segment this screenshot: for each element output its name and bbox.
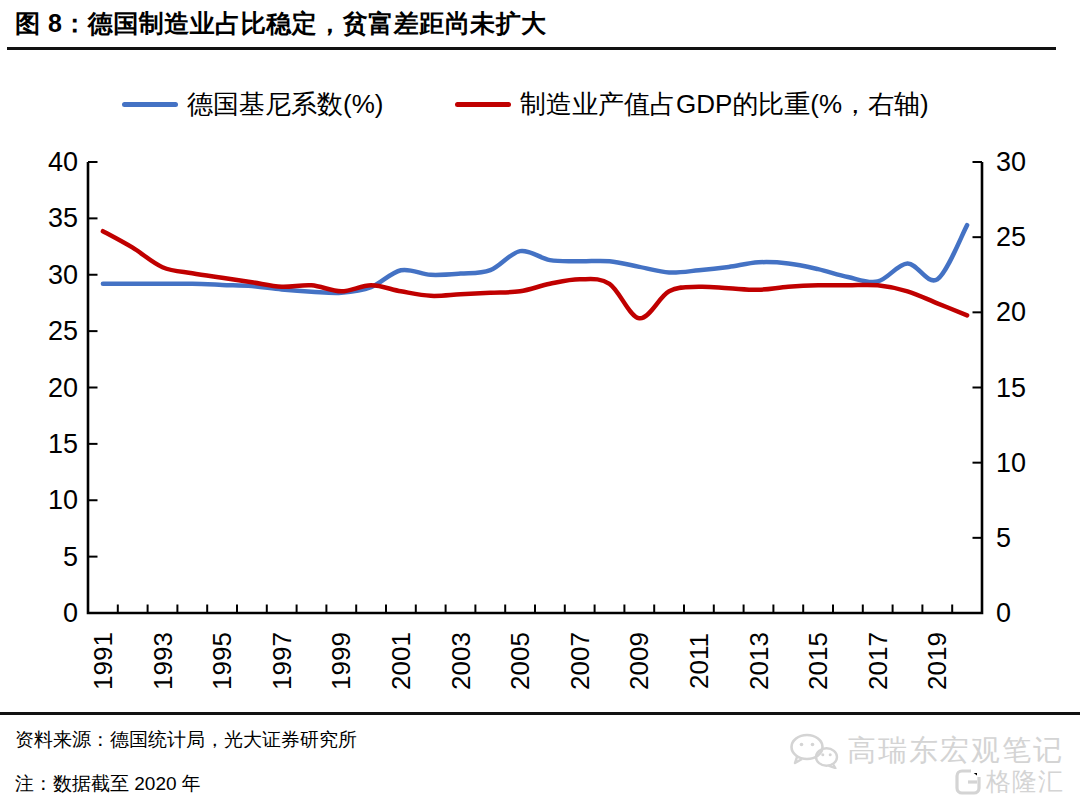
y-axis-right-tick-label: 10 — [996, 448, 1060, 478]
x-axis-tick-label: 2011 — [685, 619, 713, 703]
x-axis-tick-label: 2003 — [447, 619, 475, 703]
x-axis-tick-label: 1993 — [149, 619, 177, 703]
figure-page: 图 8：德国制造业占比稳定，贫富差距尚未扩大 德国基尼系数(%) 制造业产值占G… — [0, 0, 1080, 802]
x-axis-tick-label: 2013 — [745, 619, 773, 703]
y-axis-right-tick-label: 25 — [996, 222, 1060, 252]
x-axis-tick-label: 2017 — [864, 619, 892, 703]
y-axis-right-tick-label: 30 — [996, 147, 1060, 177]
wechat-icon — [788, 733, 840, 769]
footer-divider — [0, 712, 1080, 715]
y-axis-left-tick-label: 10 — [24, 485, 78, 515]
y-axis-left-tick-label: 25 — [24, 316, 78, 346]
x-axis-tick-label: 2015 — [804, 619, 832, 703]
y-axis-right-tick-label: 5 — [996, 523, 1060, 553]
y-axis-left-tick-label: 30 — [24, 260, 78, 290]
x-axis-tick-label: 1995 — [208, 619, 236, 703]
y-axis-left-tick-label: 35 — [24, 203, 78, 233]
y-axis-left-tick-label: 20 — [24, 373, 78, 403]
data-cutoff-note: 注：数据截至 2020 年 — [15, 771, 201, 797]
x-axis-tick-label: 2009 — [625, 619, 653, 703]
data-source-note: 资料来源：德国统计局，光大证券研究所 — [15, 727, 357, 753]
y-axis-left-tick-label: 40 — [24, 147, 78, 177]
gelonghui-logo-icon — [955, 769, 981, 795]
x-axis-tick-label: 1997 — [268, 619, 296, 703]
axis-frame — [88, 162, 982, 613]
y-axis-left-tick-label: 0 — [24, 598, 78, 628]
watermark-brand-text: 格隆汇 — [986, 765, 1064, 798]
x-axis-tick-label: 1991 — [89, 619, 117, 703]
series-line-0 — [103, 225, 967, 293]
y-axis-left-tick-label: 5 — [24, 542, 78, 572]
y-axis-right-tick-label: 0 — [996, 598, 1060, 628]
x-axis-tick-label: 2005 — [506, 619, 534, 703]
y-axis-left-tick-label: 15 — [24, 429, 78, 459]
x-axis-tick-label: 2007 — [566, 619, 594, 703]
x-axis-tick-label: 2001 — [387, 619, 415, 703]
x-axis-tick-label: 1999 — [327, 619, 355, 703]
y-axis-right-tick-label: 15 — [996, 373, 1060, 403]
y-axis-right-tick-label: 20 — [996, 297, 1060, 327]
x-axis-tick-label: 2019 — [923, 619, 951, 703]
watermark-brand: 格隆汇 — [955, 765, 1064, 798]
